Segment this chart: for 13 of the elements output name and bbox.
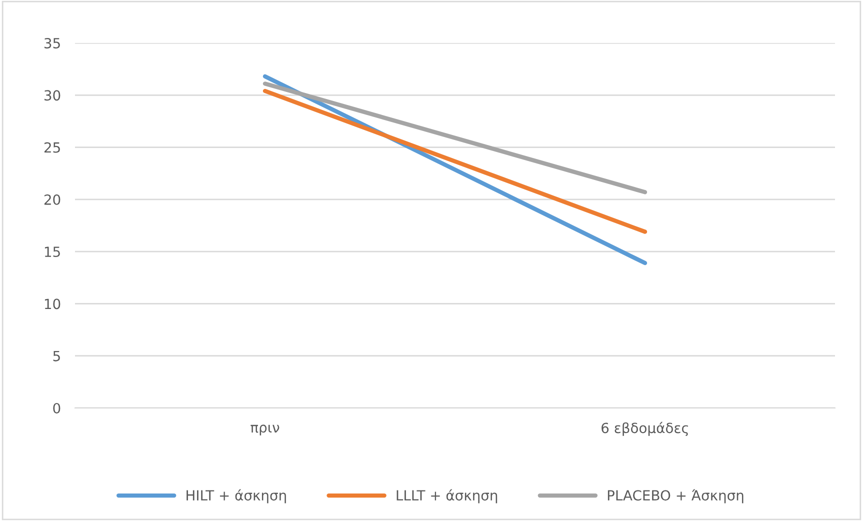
y-tick-label: 15 (44, 246, 60, 258)
y-tick-label: 10 (44, 298, 60, 310)
y-tick-label: 0 (53, 402, 60, 414)
y-tick-label: 30 (44, 90, 60, 101)
y-tick-label: 20 (44, 194, 60, 205)
y-tick-label: 35 (44, 38, 60, 48)
x-tick-label: 6 εβδομάδες (602, 422, 688, 436)
x-tick-label: πριν (250, 424, 280, 436)
legend-label: PLACEBO + Άσκηση (608, 489, 744, 504)
y-tick-label: 25 (44, 142, 60, 153)
legend-label: LLLT + άσκηση (396, 489, 498, 504)
legend-label: HILT + άσκηση (186, 489, 286, 504)
y-tick-label: 5 (53, 351, 60, 362)
